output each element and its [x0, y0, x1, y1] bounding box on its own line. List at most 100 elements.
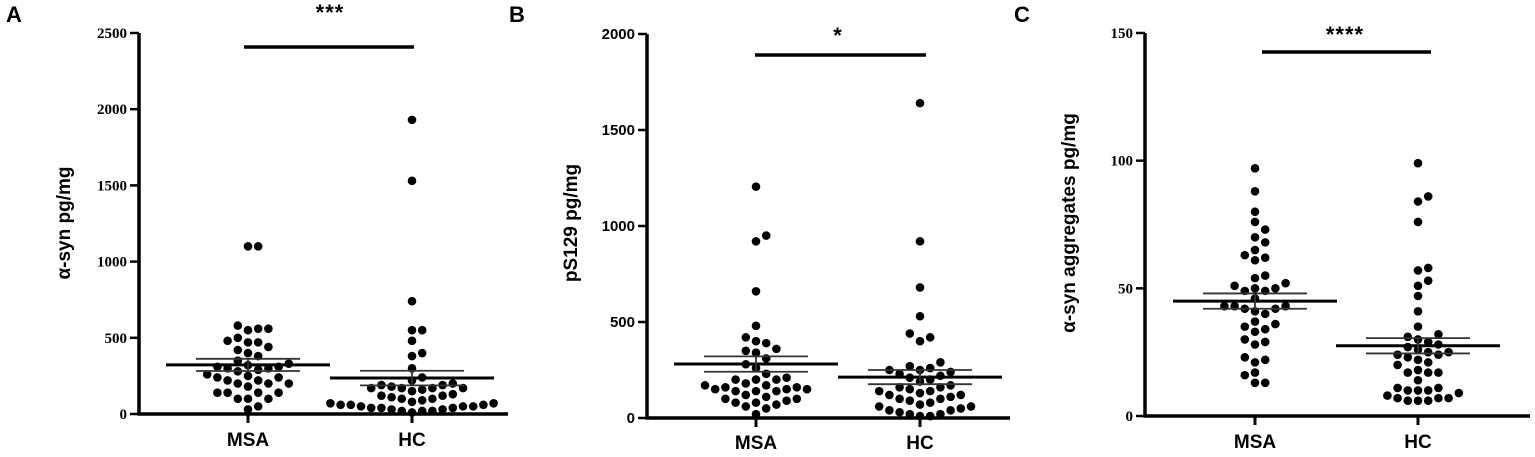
data-point — [925, 411, 935, 421]
data-point — [407, 325, 417, 335]
data-point — [1403, 352, 1413, 362]
data-point — [1413, 266, 1423, 275]
data-point — [438, 391, 447, 401]
data-point — [1250, 284, 1260, 293]
data-point — [895, 407, 904, 417]
data-point — [1250, 232, 1260, 242]
data-point — [1260, 253, 1270, 262]
data-point — [1413, 217, 1423, 227]
data-point — [458, 402, 468, 411]
data-point — [751, 182, 761, 191]
data-point — [1240, 335, 1250, 344]
data-point — [915, 411, 925, 421]
data-point — [407, 176, 417, 186]
data-point — [213, 373, 222, 382]
data-point — [741, 333, 751, 342]
data-point — [243, 405, 253, 414]
data-point — [213, 388, 222, 397]
data-point — [895, 382, 904, 392]
data-point — [1423, 192, 1433, 201]
data-point — [915, 311, 925, 321]
data-point — [233, 345, 243, 355]
data-point — [1403, 332, 1413, 342]
data-point — [761, 392, 771, 402]
data-point — [936, 382, 945, 392]
data-point — [1393, 350, 1402, 360]
data-point — [1260, 337, 1270, 347]
data-point — [1250, 217, 1260, 227]
data-point — [253, 402, 263, 411]
y-tick-label: 1500 — [97, 178, 127, 194]
data-point — [925, 363, 935, 373]
data-point — [264, 324, 273, 333]
y-tick-label: 2500 — [97, 26, 127, 42]
data-point — [397, 406, 407, 416]
data-point — [772, 400, 781, 409]
data-point — [1423, 358, 1433, 367]
data-point — [1250, 187, 1260, 196]
data-point — [233, 394, 243, 404]
data-point — [233, 333, 243, 343]
data-point — [1444, 347, 1453, 357]
data-point — [1260, 324, 1270, 334]
data-point — [1260, 238, 1270, 247]
data-point — [741, 402, 751, 411]
x-tick-label: HC — [1404, 432, 1432, 453]
data-point — [397, 394, 407, 404]
data-point — [346, 400, 356, 410]
data-point — [721, 382, 730, 392]
data-point — [243, 371, 253, 381]
data-point — [741, 346, 751, 356]
data-point — [243, 338, 253, 347]
data-point — [761, 231, 771, 240]
data-point — [936, 358, 945, 367]
data-point — [243, 242, 253, 251]
data-point — [946, 406, 955, 415]
data-point — [284, 379, 294, 388]
data-point — [1260, 225, 1270, 234]
data-point — [377, 391, 386, 401]
data-point — [407, 336, 417, 346]
data-point — [1434, 368, 1443, 377]
data-point — [1240, 250, 1250, 260]
x-tick-label: MSA — [1233, 432, 1277, 453]
data-point — [915, 237, 925, 246]
data-point — [751, 321, 761, 331]
data-point — [1434, 383, 1443, 393]
data-point — [1413, 281, 1423, 291]
data-point — [905, 361, 915, 371]
data-point — [1260, 271, 1270, 280]
data-point — [243, 348, 253, 358]
data-point — [1423, 396, 1433, 405]
data-point — [1250, 327, 1260, 337]
data-point — [772, 375, 781, 384]
data-point — [731, 375, 740, 384]
x-tick-label: MSA — [734, 433, 778, 454]
data-point — [1423, 386, 1433, 395]
data-point — [428, 394, 437, 404]
data-point — [407, 351, 417, 361]
data-point — [946, 381, 955, 390]
data-point — [1230, 281, 1239, 291]
y-tick-label: 2000 — [97, 102, 127, 118]
plot-area: 0 50 100 150 — [1111, 26, 1530, 425]
data-point — [387, 405, 396, 414]
data-point — [1423, 337, 1433, 347]
data-point — [956, 390, 966, 400]
data-point — [700, 381, 710, 390]
data-point — [895, 394, 904, 404]
data-point — [1413, 158, 1423, 168]
y-tick-label: 0 — [1126, 409, 1134, 425]
data-point — [772, 344, 781, 354]
data-point — [223, 336, 232, 346]
data-point — [905, 384, 915, 394]
y-tick-label: 0 — [627, 410, 635, 427]
data-point — [448, 403, 458, 413]
data-point — [407, 397, 417, 407]
data-point — [417, 348, 427, 358]
data-point — [1250, 255, 1260, 265]
panel-letter: A — [6, 2, 22, 27]
data-point — [802, 384, 812, 394]
data-point — [243, 325, 253, 335]
data-point — [1250, 207, 1260, 217]
